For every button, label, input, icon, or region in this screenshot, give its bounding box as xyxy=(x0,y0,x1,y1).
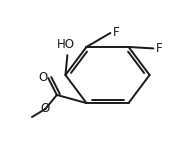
Text: HO: HO xyxy=(56,38,74,51)
Text: O: O xyxy=(41,102,50,116)
Text: F: F xyxy=(155,42,162,55)
Text: O: O xyxy=(38,71,48,84)
Text: F: F xyxy=(113,26,119,39)
